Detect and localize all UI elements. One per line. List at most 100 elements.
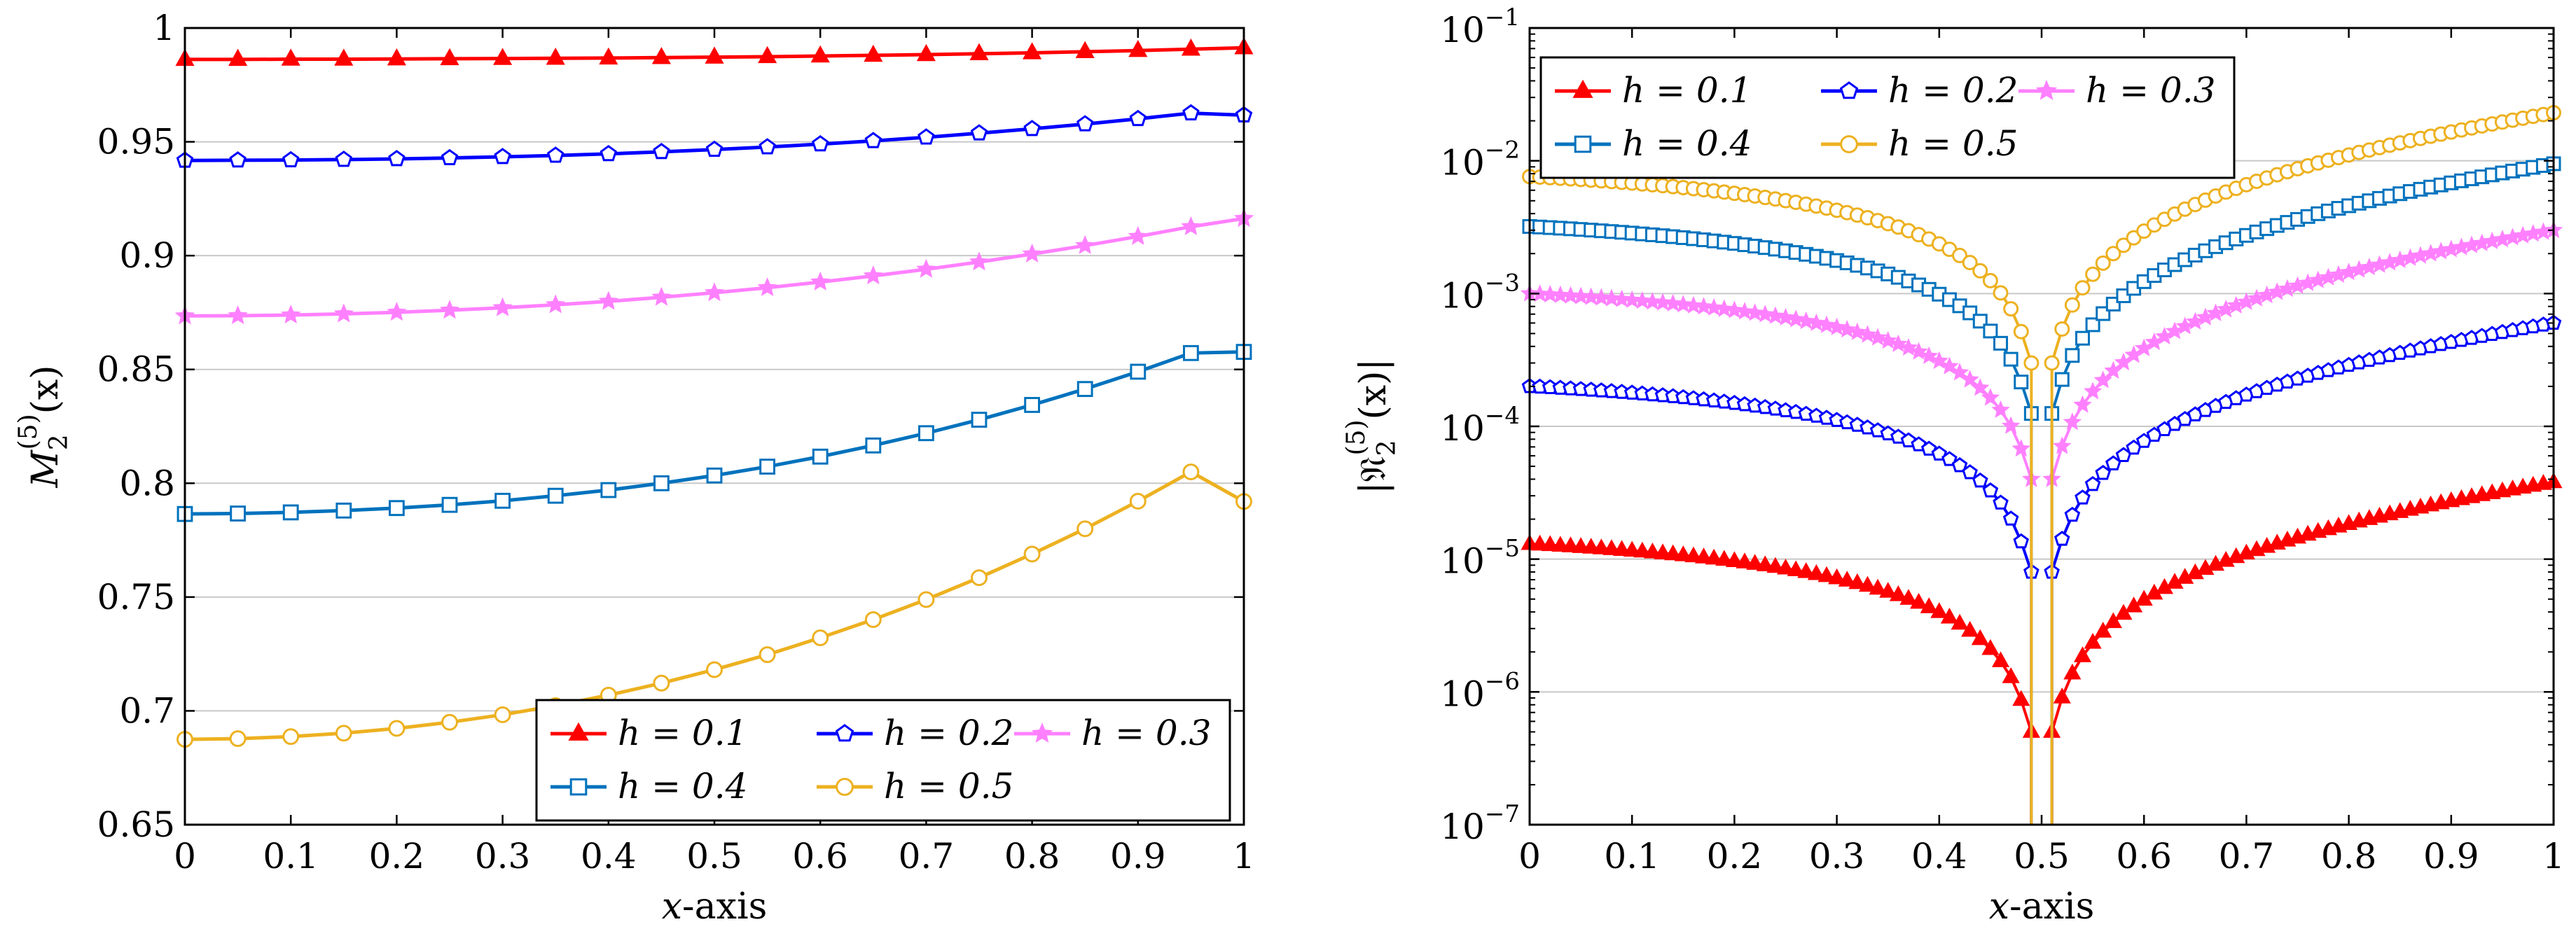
right-chart-point-0-31 <box>1838 571 1856 587</box>
left-chart-point-1-10 <box>705 140 723 158</box>
right-chart-point-1-27 <box>1798 405 1815 421</box>
left-chart-x-tick-label-2: 0.2 <box>369 836 425 876</box>
left-chart-point-0-14 <box>916 43 936 62</box>
left-chart-y-tick-label-3: 0.8 <box>119 463 175 503</box>
right-chart-point-0-35 <box>1879 582 1897 598</box>
right-chart-point-0-28 <box>1807 564 1825 580</box>
right-chart-point-2-29 <box>1817 315 1836 333</box>
right-chart-point-2-46 <box>1991 400 2010 419</box>
right-chart-x-tick-label-8: 0.8 <box>2321 836 2377 876</box>
left-chart-point-2-10 <box>704 282 725 302</box>
chart1-legend-label-1: h = 0.2 <box>1888 70 2018 111</box>
left-chart-x-tick-label-7: 0.7 <box>899 836 955 876</box>
right-chart-point-0-43 <box>1961 620 1979 637</box>
chart1-legend-marker-0 <box>1572 79 1593 98</box>
left-chart-x-tick-label-5: 0.5 <box>686 836 742 876</box>
left-chart-point-2-16 <box>1022 243 1042 263</box>
right-chart-point-0-20 <box>1725 551 1743 567</box>
chart0-legend-marker-2 <box>1031 722 1053 743</box>
left-chart-point-0-11 <box>758 46 777 64</box>
left-chart-point-4-16 <box>1023 545 1041 563</box>
right-chart-point-2-59 <box>2134 338 2154 356</box>
left-chart-point-3-11 <box>759 459 775 475</box>
right-chart-point-2-23 <box>1756 305 1775 323</box>
left-chart-point-3-3 <box>335 502 352 519</box>
right-chart-x-tick-label-5: 0.5 <box>2014 836 2070 876</box>
right-chart-point-2-52 <box>2063 412 2082 431</box>
right-chart-point-2-19 <box>1715 299 1734 317</box>
right-chart-point-4-44 <box>1972 263 1988 279</box>
left-chart-x-tick-label-6: 0.6 <box>792 836 848 876</box>
right-chart-x-tick-label-6: 0.6 <box>2116 836 2172 876</box>
left-chart-y-tick-label-7: 1 <box>153 8 175 48</box>
right-chart-point-0-56 <box>2104 612 2122 629</box>
left-chart-series-3 <box>176 344 1252 522</box>
left-chart-point-0-15 <box>969 43 989 60</box>
right-chart-point-2-71 <box>2257 285 2276 304</box>
left-chart-point-0-1 <box>228 48 248 67</box>
right-chart-point-4-54 <box>2085 266 2101 282</box>
left-chart-point-4-3 <box>335 725 352 742</box>
right-chart-point-3-54 <box>2085 317 2100 333</box>
right-chart-x-tick-label-2: 0.2 <box>1707 836 1763 876</box>
left-chart-point-4-11 <box>759 646 776 664</box>
right-chart-point-2-67 <box>2216 300 2236 318</box>
left-chart-point-3-6 <box>494 492 511 509</box>
right-chart-point-0-53 <box>2073 646 2092 662</box>
left-chart-point-0-9 <box>651 47 671 64</box>
left-chart-point-3-10 <box>706 467 723 484</box>
right-chart-y-tick-label-3: 10−4 <box>1440 402 1520 449</box>
right-chart-point-1-53 <box>2075 489 2091 505</box>
right-chart-point-0-44 <box>1971 629 1989 645</box>
right-chart-point-0-45 <box>1981 638 2000 655</box>
right-chart-series-3 <box>1522 156 2561 825</box>
right-chart-point-0-21 <box>1736 552 1754 568</box>
right-chart-point-2-47 <box>2001 416 2021 434</box>
right-chart-point-2-54 <box>2083 382 2103 400</box>
left-chart-point-1-8 <box>600 144 618 162</box>
chart0-legend-label-2: h = 0.3 <box>1081 713 1211 753</box>
right-chart-point-0-47 <box>2002 667 2020 683</box>
left-chart-point-2-15 <box>969 251 990 271</box>
right-chart-x-tick-label-4: 0.4 <box>1911 836 1967 876</box>
right-chart-point-0-32 <box>1848 573 1867 589</box>
right-chart-point-2-69 <box>2237 292 2256 310</box>
right-chart-point-2-51 <box>2053 436 2072 454</box>
left-chart-point-0-17 <box>1075 41 1095 59</box>
left-chart-point-0-13 <box>864 44 883 62</box>
right-chart-point-2-70 <box>2247 288 2266 307</box>
left-chart-point-1-5 <box>441 148 459 166</box>
right-chart-y-tick-label-5: 10−2 <box>1440 137 1520 183</box>
right-chart-series <box>1520 105 2563 825</box>
left-chart-point-1-16 <box>1023 120 1041 137</box>
left-chart-point-1-2 <box>282 151 300 167</box>
right-chart-x-tick-label-0: 0 <box>1518 836 1541 876</box>
right-chart-x-tick-label-9: 0.9 <box>2423 836 2479 876</box>
right-chart-point-2-30 <box>1827 317 1846 335</box>
right-chart-point-2-42 <box>1950 363 1969 381</box>
right-chart-ticks: 10−7 10−6 10−5 10−4 10−3 10−2 10−1 0 0.1 0.2 0.3 0.… <box>1440 4 2565 876</box>
svg-text:|𝔑2(5)(x)|: |𝔑2(5)(x)| <box>1342 358 1401 494</box>
chart0-legend-label-0: h = 0.1 <box>618 713 747 753</box>
right-chart-point-4-42 <box>1952 247 1968 263</box>
right-chart-point-1-52 <box>2064 506 2081 522</box>
right-chart-point-1-44 <box>1972 472 1988 488</box>
left-chart-point-4-18 <box>1129 493 1147 510</box>
right-chart-point-2-32 <box>1848 322 1867 340</box>
left-chart-point-1-13 <box>864 132 882 148</box>
left-chart-x-tick-label-8: 0.8 <box>1004 836 1060 876</box>
right-chart-point-4-57 <box>2115 237 2131 253</box>
left-chart-point-1-6 <box>494 148 511 165</box>
right-chart-series-4 <box>1522 105 2561 825</box>
right-chart-point-0-8 <box>1602 539 1621 555</box>
left-chart-x-tick-label-4: 0.4 <box>581 836 637 876</box>
right-chart-point-0-11 <box>1633 541 1651 558</box>
left-chart-series-2 <box>174 208 1254 325</box>
chart0-legend-label-4: h = 0.5 <box>884 766 1013 806</box>
right-chart-point-4-49 <box>2023 355 2040 371</box>
right-chart-point-4-53 <box>2075 280 2091 296</box>
left-chart-point-0-6 <box>493 48 513 65</box>
right-chart-point-4-52 <box>2064 297 2080 313</box>
right-chart-point-2-16 <box>1684 295 1703 314</box>
